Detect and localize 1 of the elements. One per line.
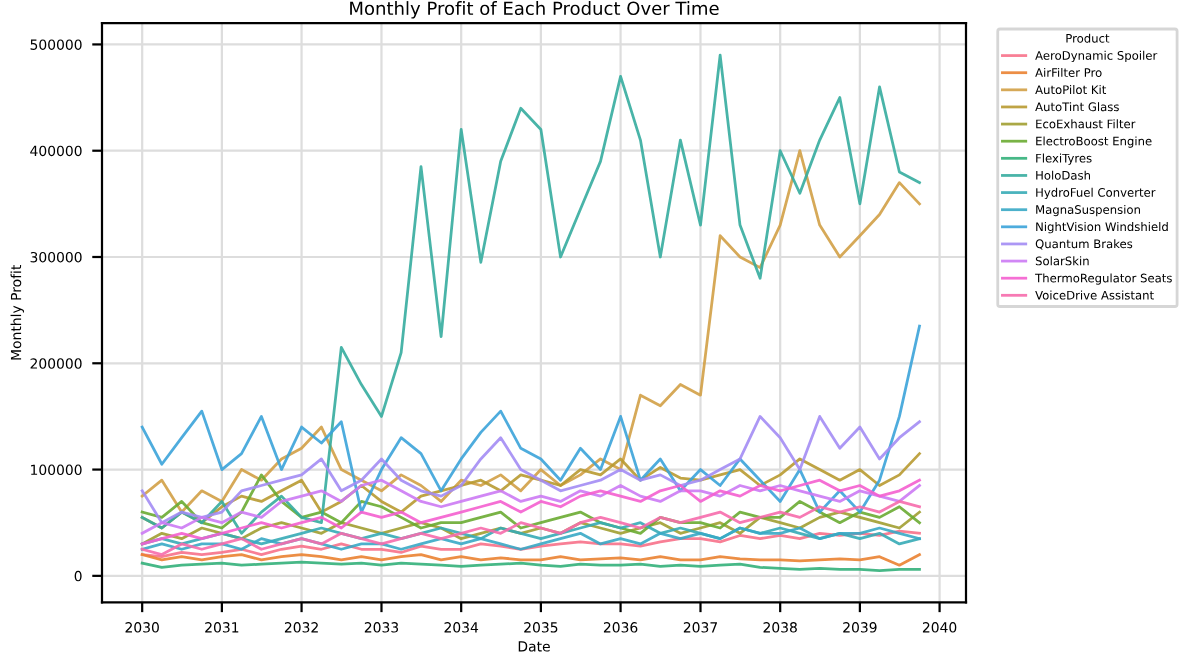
chart-title: Monthly Profit of Each Product Over Time [350, 1, 719, 19]
